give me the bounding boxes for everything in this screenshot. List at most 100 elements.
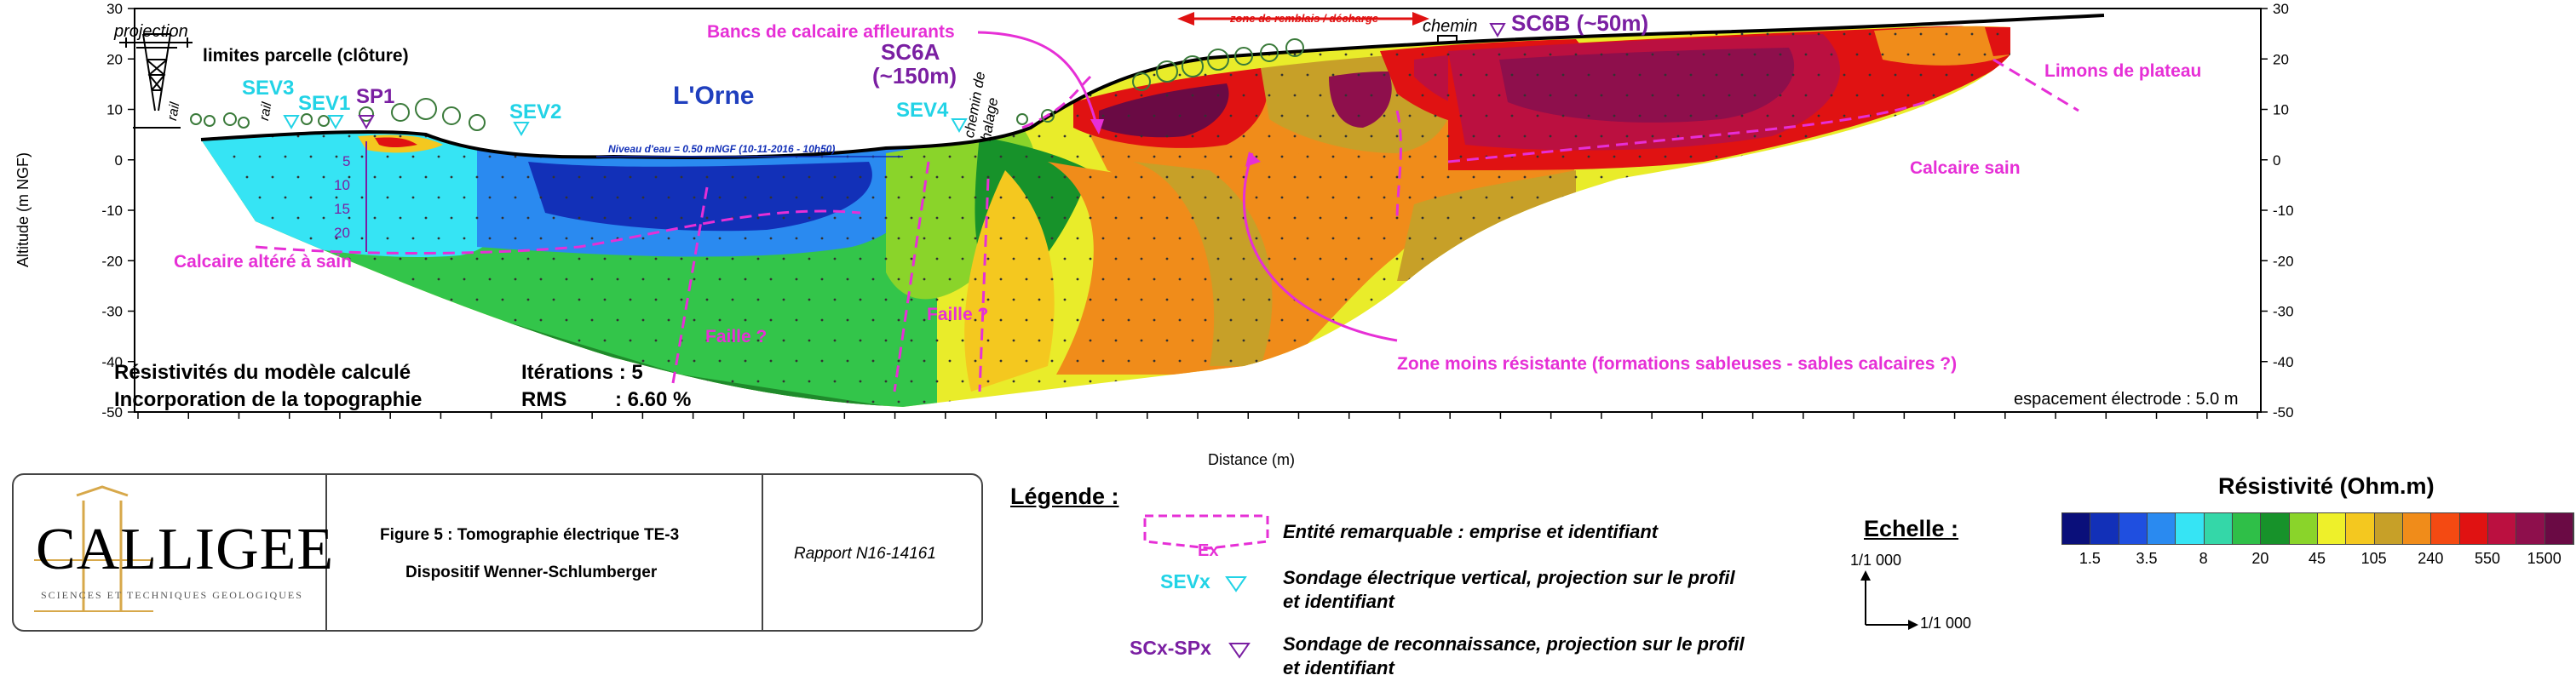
x-tick-label: 120 xyxy=(732,423,756,426)
electrode-dot xyxy=(680,175,683,179)
electrode-dot xyxy=(884,216,888,220)
electrode-dot xyxy=(1919,32,1923,36)
electrode-dot xyxy=(399,257,402,260)
electrode-dot xyxy=(871,114,875,117)
electrode-dot xyxy=(1817,196,1820,199)
electrode-dot xyxy=(1038,339,1041,342)
y-tick-label-right: 10 xyxy=(2273,102,2289,118)
electrode-dot xyxy=(1293,175,1297,179)
electrode-dot xyxy=(1728,94,1731,97)
electrode-dot xyxy=(296,175,300,179)
electrode-dot xyxy=(463,73,466,77)
electrode-dot xyxy=(1370,134,1373,138)
colorbar-swatch xyxy=(2119,513,2148,544)
arrow-head-left xyxy=(1177,12,1194,26)
electrode-dot xyxy=(974,237,977,240)
electrode-dot xyxy=(386,73,389,77)
electrode-dot xyxy=(207,196,210,199)
electrode-dot xyxy=(910,257,913,260)
electrode-dot xyxy=(1063,298,1067,301)
electrode-dot xyxy=(1868,318,1872,322)
electrode-dot xyxy=(1280,196,1284,199)
electrode-dot xyxy=(859,216,862,220)
electrode-dot xyxy=(935,380,939,383)
electrode-dot xyxy=(1740,32,1744,36)
electrode-dot xyxy=(284,196,287,199)
electrode-dot xyxy=(718,237,722,240)
electrode-dot xyxy=(1319,380,1322,383)
electrode-dot xyxy=(233,278,236,281)
electrode-dot xyxy=(654,53,658,56)
electrode-dot xyxy=(1958,134,1961,138)
electrode-dot xyxy=(1229,237,1233,240)
electrode-dot xyxy=(705,216,709,220)
electrode-dot xyxy=(578,257,581,260)
x-tick-label: 400 xyxy=(2144,423,2168,426)
electrode-dot xyxy=(1791,400,1795,403)
electrode-dot xyxy=(1446,257,1450,260)
electrode-dot xyxy=(1293,216,1297,220)
electrode-dot xyxy=(386,114,389,117)
electrode-dot xyxy=(629,216,632,220)
electrode-dot xyxy=(1894,73,1897,77)
electrode-dot xyxy=(1089,134,1092,138)
electrode-dot xyxy=(220,175,223,179)
electrode-dot xyxy=(1319,94,1322,97)
electrode-dot xyxy=(1843,237,1846,240)
electrode-dot xyxy=(1804,216,1808,220)
electrode-dot xyxy=(1140,53,1143,56)
electrode-dot xyxy=(1395,175,1399,179)
electrode-dot xyxy=(1063,216,1067,220)
electrode-dot xyxy=(756,175,760,179)
electrode-dot xyxy=(756,257,760,260)
y-tick-label-right: 0 xyxy=(2273,152,2280,169)
electrode-dot xyxy=(756,53,760,56)
legend-sc-triangle xyxy=(1228,643,1251,659)
electrode-dot xyxy=(1408,73,1412,77)
electrode-dot xyxy=(1855,94,1859,97)
electrode-dot xyxy=(501,216,504,220)
electrode-dot xyxy=(1894,196,1897,199)
electrode-dot xyxy=(1625,53,1629,56)
electrode-dot xyxy=(386,155,389,158)
electrode-dot xyxy=(1204,155,1207,158)
electrode-dot xyxy=(539,196,543,199)
electrode-dot xyxy=(1702,257,1705,260)
electrode-dot xyxy=(884,339,888,342)
electrode-dot xyxy=(245,216,249,220)
electrode-dot xyxy=(233,32,236,36)
electrode-dot xyxy=(1510,278,1514,281)
electrode-dot xyxy=(220,298,223,301)
electrode-dot xyxy=(1229,359,1233,363)
electrode-dot xyxy=(1383,73,1386,77)
electrode-dot xyxy=(935,339,939,342)
electrode-dot xyxy=(1881,216,1884,220)
electrode-dot xyxy=(1536,155,1539,158)
electrode-dot xyxy=(974,196,977,199)
electrode-dot xyxy=(245,339,249,342)
electrode-dot xyxy=(680,298,683,301)
electrode-dot xyxy=(1613,278,1616,281)
electrode-dot xyxy=(1434,237,1437,240)
electrode-dot xyxy=(795,359,798,363)
electrode-dot xyxy=(795,318,798,322)
electrode-dot xyxy=(680,53,683,56)
electrode-dot xyxy=(450,257,453,260)
electrode-dot xyxy=(1970,155,1974,158)
electrode-dot xyxy=(1089,380,1092,383)
electrode-dot xyxy=(1319,298,1322,301)
electrode-dot xyxy=(1370,298,1373,301)
electrode-dot xyxy=(1408,155,1412,158)
electrode-dot xyxy=(1613,237,1616,240)
electrode-dot xyxy=(1523,134,1527,138)
electrode-dot xyxy=(1919,237,1923,240)
electrode-dot xyxy=(1216,175,1220,179)
electrode-dot xyxy=(1536,237,1539,240)
electrode-dot xyxy=(782,257,785,260)
electrode-dot xyxy=(1101,359,1105,363)
electrode-dot xyxy=(1996,359,1999,363)
electrode-dot xyxy=(475,134,479,138)
electrode-dot xyxy=(1012,298,1015,301)
electrode-dot xyxy=(948,318,952,322)
chemin-label: chemin xyxy=(1423,17,1478,36)
